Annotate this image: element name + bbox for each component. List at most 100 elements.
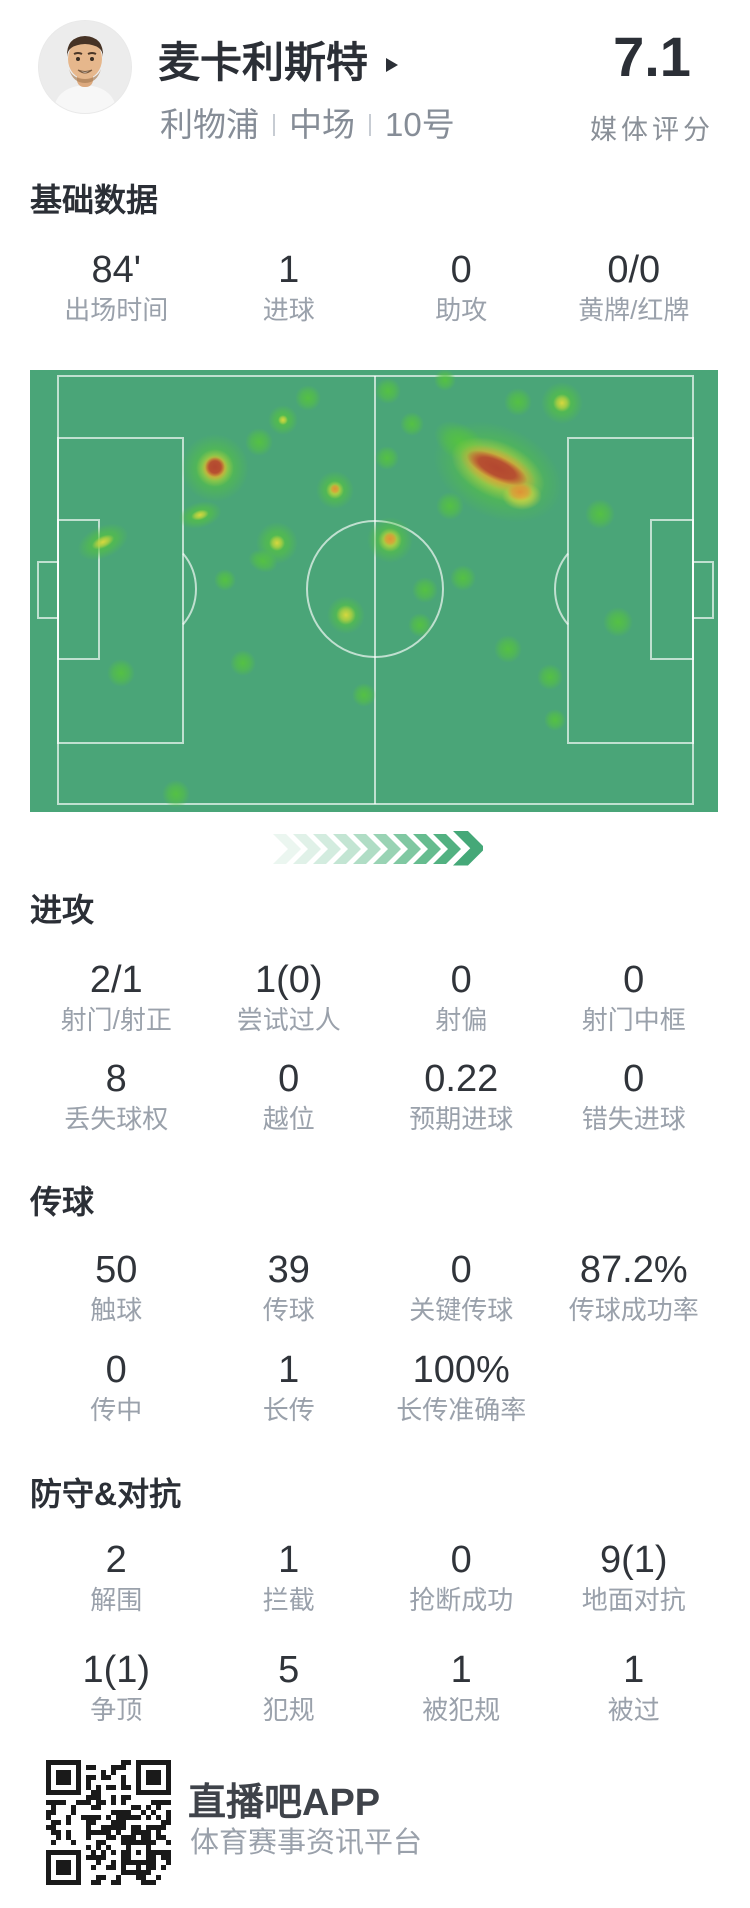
stat-value: 1: [278, 1349, 300, 1391]
player-meta: 利物浦 中场 10号: [160, 106, 455, 144]
stat-value: 0: [450, 1249, 472, 1291]
section-title-passing: 传球: [30, 1184, 95, 1220]
stat-label: 丢失球权: [64, 1104, 169, 1134]
stat-label: 射门中框: [581, 1005, 686, 1035]
stat-value: 100%: [412, 1349, 510, 1391]
stat-cell: 1(0) 尝试过人: [203, 958, 376, 1035]
stat-cell: 2/1 射门/射正: [30, 958, 203, 1035]
stat-label: 抢断成功: [409, 1585, 514, 1615]
stat-cell: 8 丢失球权: [30, 1057, 203, 1134]
media-rating: 7.1 媒体评分: [564, 28, 740, 147]
attack-stats-row: 2/1 射门/射正 1(0) 尝试过人 0 射偏 0 射门中框: [30, 958, 720, 1035]
team-name: 利物浦: [160, 106, 259, 143]
stat-label: 出场时间: [64, 295, 169, 325]
app-name: 直播吧APP: [188, 1782, 381, 1824]
player-photo: [39, 21, 131, 113]
stat-label: 助攻: [435, 295, 488, 325]
stat-cell: 0 越位: [203, 1057, 376, 1134]
stat-value: 50: [95, 1249, 138, 1291]
stat-label: 射偏: [435, 1005, 488, 1035]
attack-stats-row: 8 丢失球权 0 越位 0.22 预期进球 0 错失进球: [30, 1057, 720, 1134]
shirt-number: 10号: [385, 106, 455, 143]
stat-cell: 0/0 黄牌/红牌: [548, 248, 721, 325]
stat-value: 0.22: [424, 1058, 499, 1100]
stat-cell: 0 错失进球: [548, 1057, 721, 1134]
stat-cell: 1 被过: [548, 1648, 721, 1725]
passing-stats-row: 50 触球 39 传球 0 关键传球 87.2% 传球成功率: [30, 1248, 720, 1325]
stat-value: 9(1): [599, 1539, 668, 1581]
qr-code: [46, 1760, 171, 1885]
stat-cell: 87.2% 传球成功率: [548, 1248, 721, 1325]
stat-value: 1(1): [82, 1649, 151, 1691]
stat-label: 关键传球: [409, 1295, 514, 1325]
stat-cell: 0.22 预期进球: [375, 1057, 548, 1134]
stat-value: 5: [278, 1649, 300, 1691]
app-tagline: 体育赛事资讯平台: [190, 1827, 423, 1859]
stat-label: 黄牌/红牌: [578, 295, 690, 325]
meta-divider: [369, 114, 371, 136]
stat-cell: 1 拦截: [203, 1538, 376, 1615]
stat-cell: 0 射偏: [375, 958, 548, 1035]
defense-stats-row: 1(1) 争顶 5 犯规 1 被犯规 1 被过: [30, 1648, 720, 1725]
stat-label: 射门/射正: [60, 1005, 172, 1035]
stat-label: 犯规: [262, 1695, 315, 1725]
stat-value: 0: [450, 959, 472, 1001]
stat-label: 传球成功率: [568, 1295, 699, 1325]
dropdown-triangle-icon[interactable]: [386, 58, 398, 72]
stat-label: 触球: [90, 1295, 143, 1325]
stat-label: 预期进球: [409, 1104, 514, 1134]
stat-label: 长传: [262, 1395, 315, 1425]
basic-stats-row: 84' 出场时间 1 进球 0 助攻 0/0 黄牌/红牌: [30, 248, 720, 325]
stat-value: 1: [278, 1539, 300, 1581]
stat-label: 传中: [90, 1395, 143, 1425]
chevron-arrows-icon: [273, 831, 486, 866]
stat-cell: 1 被犯规: [375, 1648, 548, 1725]
stat-cell: 1 长传: [203, 1348, 376, 1425]
stat-value: 1(0): [254, 959, 323, 1001]
player-avatar[interactable]: [38, 20, 132, 114]
stat-value: 87.2%: [579, 1249, 688, 1291]
stat-label: 传球: [262, 1295, 315, 1325]
stat-label: 争顶: [90, 1695, 143, 1725]
stat-cell: 5 犯规: [203, 1648, 376, 1725]
stat-cell: 1 进球: [203, 248, 376, 325]
heat-blobs: [77, 369, 633, 808]
section-title-defense: 防守&对抗: [30, 1476, 182, 1512]
stat-cell: 50 触球: [30, 1248, 203, 1325]
stat-value: 0: [278, 1058, 300, 1100]
stat-value: 0: [105, 1349, 127, 1391]
stat-label: 被犯规: [422, 1695, 501, 1725]
stat-value: 1: [450, 1649, 472, 1691]
defense-stats-row: 2 解围 1 拦截 0 抢断成功 9(1) 地面对抗: [30, 1538, 720, 1615]
stat-label: 拦截: [262, 1585, 315, 1615]
player-name[interactable]: 麦卡利斯特: [158, 39, 369, 86]
stat-cell: 2 解围: [30, 1538, 203, 1615]
stat-cell: 100% 长传准确率: [375, 1348, 548, 1425]
stat-cell: 0 抢断成功: [375, 1538, 548, 1615]
stat-cell: 1(1) 争顶: [30, 1648, 203, 1725]
stat-value: 0: [450, 249, 472, 291]
player-position: 中场: [289, 106, 355, 143]
stat-value: 84': [91, 249, 142, 291]
stat-cell: 39 传球: [203, 1248, 376, 1325]
player-heatmap: [30, 369, 718, 812]
stat-value: 8: [105, 1058, 127, 1100]
stat-label: 被过: [607, 1695, 660, 1725]
stat-value: 39: [267, 1249, 310, 1291]
stat-label: 错失进球: [581, 1104, 686, 1134]
section-title-attack: 进攻: [30, 892, 95, 928]
passing-stats-row: 0 传中 1 长传 100% 长传准确率: [30, 1348, 720, 1425]
qr-code-image: [46, 1760, 171, 1885]
section-title-basic: 基础数据: [30, 182, 159, 218]
stat-label: 解围: [90, 1585, 143, 1615]
stat-cell: 0 助攻: [375, 248, 548, 325]
stat-cell: 0 传中: [30, 1348, 203, 1425]
stat-value: 0: [623, 959, 645, 1001]
chevron-separator: [273, 831, 486, 867]
stat-value: 0: [450, 1539, 472, 1581]
stat-label: 长传准确率: [396, 1395, 527, 1425]
stat-label: 越位: [262, 1104, 315, 1134]
stat-cell: 0 射门中框: [548, 958, 721, 1035]
stat-value: 1: [278, 249, 300, 291]
